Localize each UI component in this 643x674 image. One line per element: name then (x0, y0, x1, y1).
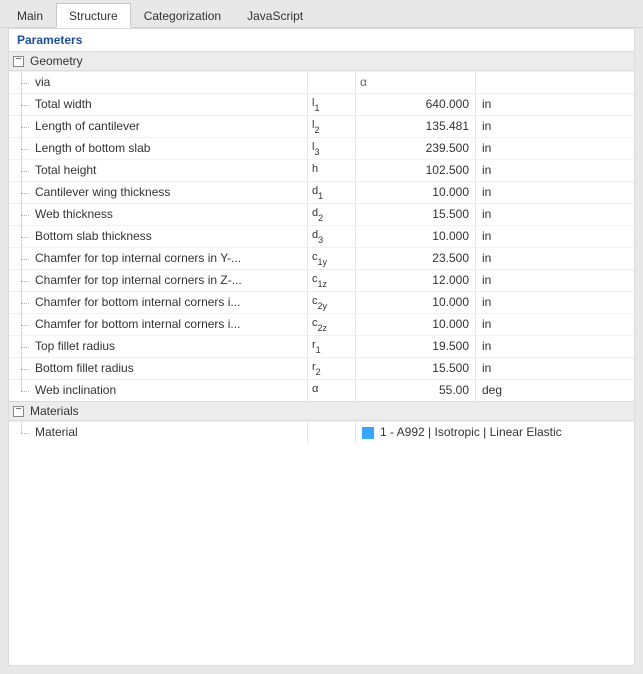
param-symbol: c2z (307, 314, 355, 335)
material-swatch (362, 427, 374, 439)
param-value[interactable]: 239.500 (355, 138, 475, 159)
param-value[interactable]: 135.481 (355, 116, 475, 137)
param-label: Web inclination (35, 380, 307, 401)
param-label: Chamfer for top internal corners in Z-..… (35, 270, 307, 291)
tab-structure[interactable]: Structure (56, 3, 131, 28)
unit-header (475, 72, 634, 93)
param-value[interactable]: 10.000 (355, 292, 475, 313)
group-label: Geometry (30, 54, 83, 68)
group-header-geometry[interactable]: Geometry (9, 51, 634, 71)
collapse-icon[interactable] (13, 56, 24, 67)
param-value[interactable]: 23.500 (355, 248, 475, 269)
param-row[interactable]: Bottom fillet radiusr215.500in (9, 357, 634, 379)
param-unit[interactable]: in (475, 248, 634, 269)
param-label: Top fillet radius (35, 336, 307, 357)
param-symbol: h (307, 160, 355, 181)
param-symbol: c1z (307, 270, 355, 291)
param-label: Bottom fillet radius (35, 358, 307, 379)
param-row[interactable]: Chamfer for bottom internal corners i...… (9, 291, 634, 313)
param-unit[interactable]: in (475, 204, 634, 225)
param-value[interactable]: 15.500 (355, 358, 475, 379)
param-unit[interactable]: in (475, 270, 634, 291)
param-row[interactable]: Chamfer for top internal corners in Z-..… (9, 269, 634, 291)
param-value[interactable]: 15.500 (355, 204, 475, 225)
parameters-panel: Parameters Geometry via α Total widthl16… (8, 28, 635, 666)
param-unit[interactable]: in (475, 336, 634, 357)
tab-categorization[interactable]: Categorization (131, 3, 234, 27)
param-row[interactable]: Cantilever wing thicknessd110.000in (9, 181, 634, 203)
param-value[interactable]: 10.000 (355, 226, 475, 247)
param-value[interactable]: 10.000 (355, 182, 475, 203)
param-unit[interactable]: in (475, 116, 634, 137)
param-value[interactable]: 19.500 (355, 336, 475, 357)
param-row[interactable]: Total heighth102.500in (9, 159, 634, 181)
param-unit[interactable]: in (475, 292, 634, 313)
group-label: Materials (30, 404, 79, 418)
param-label: Length of bottom slab (35, 138, 307, 159)
param-row[interactable]: Chamfer for bottom internal corners i...… (9, 313, 634, 335)
material-value: 1 - A992 | Isotropic | Linear Elastic (380, 425, 562, 439)
material-row[interactable]: Material 1 - A992 | Isotropic | Linear E… (9, 421, 634, 443)
alpha-header: α (355, 72, 475, 93)
param-label: Chamfer for bottom internal corners i... (35, 314, 307, 335)
tabs: Main Structure Categorization JavaScript (0, 0, 643, 28)
param-label: Length of cantilever (35, 116, 307, 137)
param-row[interactable]: Bottom slab thicknessd310.000in (9, 225, 634, 247)
param-label: Material (35, 422, 307, 443)
param-symbol: d2 (307, 204, 355, 225)
section-title: Parameters (9, 29, 634, 51)
param-row[interactable]: Length of cantileverl2135.481in (9, 115, 634, 137)
group-header-materials[interactable]: Materials (9, 401, 634, 421)
param-unit[interactable]: in (475, 160, 634, 181)
param-row-header: via α (9, 71, 634, 93)
param-label: Web thickness (35, 204, 307, 225)
param-symbol: α (307, 380, 355, 401)
symbol-header (307, 72, 355, 93)
blank-area (9, 443, 634, 666)
param-unit[interactable]: in (475, 358, 634, 379)
param-value[interactable]: 640.000 (355, 94, 475, 115)
param-symbol: d3 (307, 226, 355, 247)
via-label: via (35, 72, 307, 93)
param-row[interactable]: Total widthl1640.000in (9, 93, 634, 115)
materials-body: Material 1 - A992 | Isotropic | Linear E… (9, 421, 634, 443)
param-row[interactable]: Web thicknessd215.500in (9, 203, 634, 225)
param-value[interactable]: 102.500 (355, 160, 475, 181)
param-label: Chamfer for top internal corners in Y-..… (35, 248, 307, 269)
param-unit[interactable]: in (475, 314, 634, 335)
param-unit[interactable]: in (475, 94, 634, 115)
geometry-body: via α Total widthl1640.000inLength of ca… (9, 71, 634, 401)
param-unit[interactable]: in (475, 182, 634, 203)
tab-javascript[interactable]: JavaScript (234, 3, 316, 27)
param-value[interactable]: 55.00 (355, 380, 475, 401)
param-symbol: l2 (307, 116, 355, 137)
param-symbol: l1 (307, 94, 355, 115)
param-symbol: c2y (307, 292, 355, 313)
param-row[interactable]: Web inclinationα55.00deg (9, 379, 634, 401)
param-row[interactable]: Chamfer for top internal corners in Y-..… (9, 247, 634, 269)
material-value-cell[interactable]: 1 - A992 | Isotropic | Linear Elastic (355, 422, 634, 443)
collapse-icon[interactable] (13, 406, 24, 417)
param-label: Cantilever wing thickness (35, 182, 307, 203)
param-unit[interactable]: deg (475, 380, 634, 401)
param-value[interactable]: 10.000 (355, 314, 475, 335)
param-symbol: r2 (307, 358, 355, 379)
param-symbol: c1y (307, 248, 355, 269)
param-row[interactable]: Top fillet radiusr119.500in (9, 335, 634, 357)
param-symbol: d1 (307, 182, 355, 203)
param-symbol: l3 (307, 138, 355, 159)
param-label: Total height (35, 160, 307, 181)
param-symbol: r1 (307, 336, 355, 357)
param-label: Total width (35, 94, 307, 115)
param-label: Chamfer for bottom internal corners i... (35, 292, 307, 313)
param-label: Bottom slab thickness (35, 226, 307, 247)
param-symbol (307, 422, 355, 443)
param-value[interactable]: 12.000 (355, 270, 475, 291)
tab-main[interactable]: Main (4, 3, 56, 27)
param-unit[interactable]: in (475, 138, 634, 159)
param-row[interactable]: Length of bottom slabl3239.500in (9, 137, 634, 159)
param-unit[interactable]: in (475, 226, 634, 247)
